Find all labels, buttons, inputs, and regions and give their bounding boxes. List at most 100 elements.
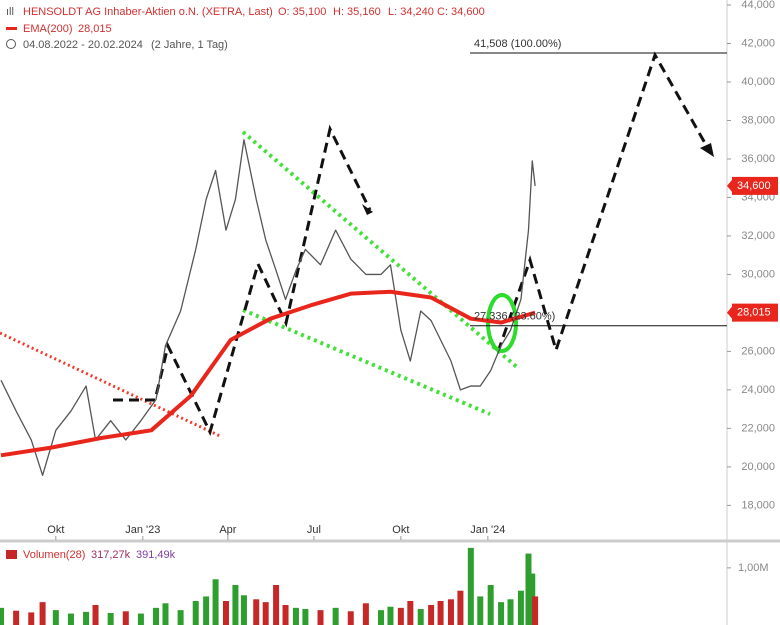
volume-bar — [428, 605, 435, 625]
volume-bar — [107, 613, 114, 625]
date-span: (2 Jahre, 1 Tag) — [151, 39, 228, 51]
price-tag — [732, 303, 778, 322]
volume-bar — [253, 599, 260, 625]
title: HENSOLDT AG Inhaber-Aktien o.N. (XETRA, … — [23, 6, 273, 18]
x-tick-label: Apr — [219, 524, 236, 536]
volume-bar — [332, 607, 339, 625]
volume-bar — [378, 610, 385, 625]
volume-bar — [387, 606, 394, 625]
volume-bar — [457, 590, 464, 625]
volume-bar — [153, 607, 160, 625]
y-tick-label: 32,000 — [741, 230, 775, 242]
y-tick-label: 36,000 — [741, 153, 775, 165]
volume-ma: 317,27k — [91, 549, 131, 561]
legend-label: EMA(200) — [23, 23, 73, 35]
highlight-ellipse — [486, 293, 518, 353]
volume-bar — [203, 596, 210, 625]
volume-bar — [447, 599, 454, 625]
volume-bar — [302, 609, 309, 625]
icon: ıll — [6, 6, 14, 18]
volume-bar — [0, 607, 4, 625]
price-tag-arrow — [727, 179, 732, 192]
y-tick-label: 30,000 — [741, 268, 775, 280]
ohlc: C: 34,600 — [437, 6, 485, 18]
volume-bar — [212, 579, 219, 625]
trend-line — [242, 308, 491, 416]
volume-bar — [437, 601, 444, 625]
x-tick-label: Jul — [307, 524, 321, 536]
trend-line — [241, 130, 520, 370]
y-tick-label: 26,000 — [741, 345, 775, 357]
volume-bar — [122, 611, 129, 625]
volume-bar — [498, 602, 505, 625]
arrowhead — [362, 204, 373, 215]
legend-swatch — [6, 27, 17, 30]
ema-line — [0, 289, 536, 458]
price-line — [0, 139, 536, 476]
y-tick-label: 18,000 — [741, 499, 775, 511]
volume-ma: 391,49k — [136, 549, 176, 561]
volume-bar — [92, 605, 99, 625]
volume-label: Volumen(28) — [23, 549, 85, 561]
volume-bar — [487, 585, 494, 625]
volume-bar — [397, 607, 404, 625]
volume-bar — [347, 611, 354, 625]
y-tick-label: 38,000 — [741, 114, 775, 126]
volume-bar — [67, 613, 74, 625]
volume-bar — [362, 603, 369, 625]
volume-icon — [6, 550, 17, 559]
volume-bar — [417, 609, 424, 625]
volume-bar — [177, 610, 184, 625]
x-tick-label: Okt — [47, 524, 64, 536]
volume-bar — [477, 596, 484, 625]
y-tick-label: 20,000 — [741, 461, 775, 473]
volume-bar — [507, 599, 514, 625]
volume-bar — [28, 612, 35, 625]
price-tag-arrow — [727, 306, 732, 319]
volume-bar — [13, 610, 20, 625]
volume-bar — [517, 590, 524, 625]
volume-bar — [525, 553, 532, 625]
level-label: 27,336 (23.60%) — [474, 311, 555, 323]
volume-bar — [407, 601, 414, 625]
arrowhead — [700, 143, 714, 157]
volume-bar — [52, 610, 59, 625]
volume-bar — [137, 613, 144, 625]
level-label: 41,508 (100.00%) — [474, 38, 561, 50]
volume-bar — [192, 601, 199, 625]
volume-bar — [292, 607, 299, 625]
volume-bar — [317, 610, 324, 625]
volume-bar — [262, 602, 269, 625]
volume-bar — [282, 605, 289, 625]
volume-bar — [232, 585, 239, 625]
date-range: 04.08.2022 - 20.02.2024 — [23, 39, 143, 51]
price-tag-label: 28,015 — [737, 307, 771, 319]
volume-bar — [83, 611, 90, 625]
volume-bar — [240, 595, 247, 625]
y-tick-label: 24,000 — [741, 384, 775, 396]
x-tick-label: Okt — [392, 524, 409, 536]
x-tick-label: Jan '23 — [125, 524, 160, 536]
x-tick-label: Jan '24 — [470, 524, 505, 536]
volume-bar — [39, 602, 46, 625]
volume-bar — [222, 601, 229, 625]
volume-bar — [532, 596, 539, 625]
y-tick-label: 40,000 — [741, 76, 775, 88]
legend-value: 28,015 — [78, 23, 112, 35]
volume-bar — [273, 585, 280, 625]
y-tick-label: 1,00M — [738, 562, 769, 574]
price-tag — [732, 176, 778, 195]
y-tick-label: 22,000 — [741, 422, 775, 434]
y-tick-label: 42,000 — [741, 37, 775, 49]
ohlc: L: 34,240 — [388, 6, 434, 18]
y-tick-label: 44,000 — [741, 0, 775, 11]
volume-bar — [162, 603, 169, 625]
ohlc: O: 35,100 — [278, 6, 326, 18]
plot — [0, 139, 539, 625]
price-tag-label: 34,600 — [737, 180, 771, 192]
trend-line — [0, 331, 221, 438]
ohlc: H: 35,160 — [333, 6, 381, 18]
projection — [496, 51, 712, 356]
